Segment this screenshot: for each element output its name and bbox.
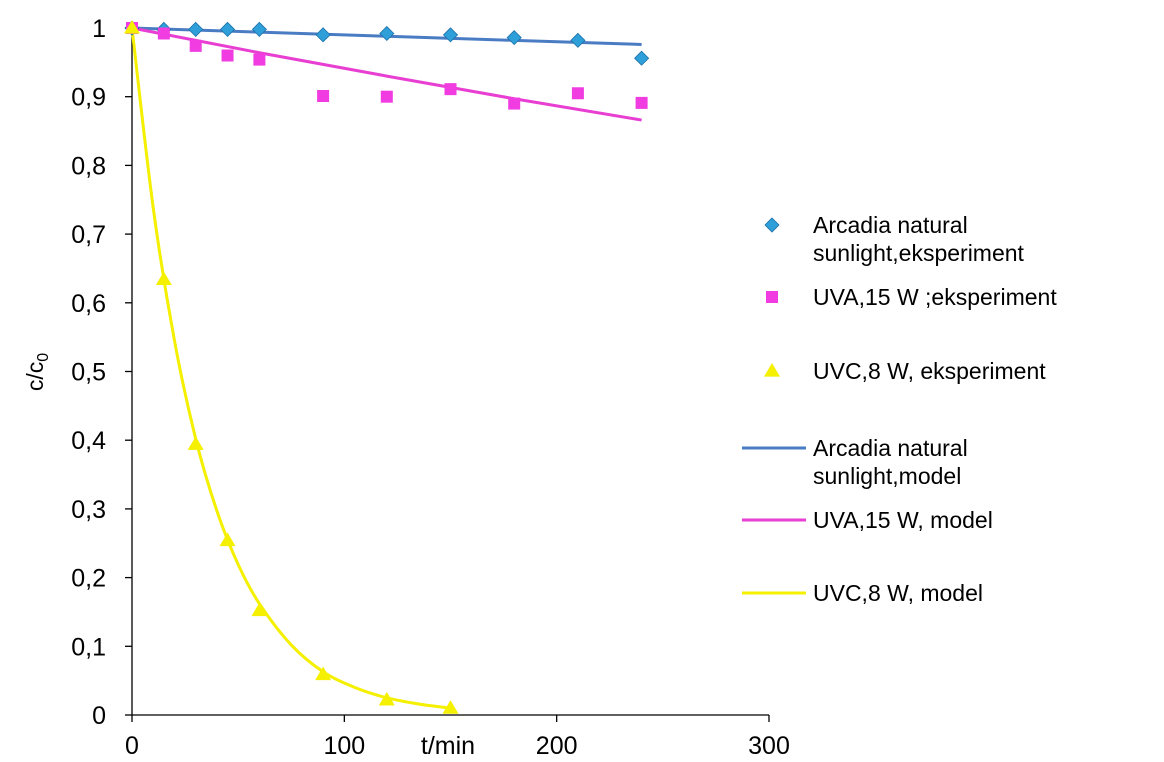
data-point-uva-15-w-eksperiment bbox=[189, 39, 202, 52]
y-tick-label: 0,7 bbox=[71, 221, 106, 249]
legend-label-uvc-8-w-model: UVC,8 W, model bbox=[813, 580, 983, 606]
y-tick-label: 0,9 bbox=[71, 84, 106, 112]
y-tick-label: 1 bbox=[92, 15, 106, 43]
y-tick-label: 0,2 bbox=[71, 565, 106, 593]
data-point-uva-15-w-eksperiment bbox=[157, 27, 170, 40]
data-point-uva-15-w-eksperiment bbox=[571, 87, 584, 100]
legend-marker-uvc-8-w-eksperiment bbox=[764, 363, 780, 377]
data-point-uvc-8-w-eksperiment bbox=[155, 271, 172, 286]
y-axis-title: c/c0 bbox=[22, 353, 52, 391]
data-point-arcadia-natural-sunlight-eksperiment bbox=[442, 27, 459, 43]
x-tick-label: 300 bbox=[748, 732, 790, 760]
data-point-uva-15-w-eksperiment bbox=[253, 53, 266, 66]
series-lines bbox=[130, 26, 642, 710]
data-point-uva-15-w-eksperiment bbox=[317, 90, 330, 103]
series-line-uvc-8-w-model bbox=[130, 27, 451, 710]
y-tick-label: 0,1 bbox=[71, 633, 106, 661]
y-tick-label: 0,4 bbox=[71, 427, 106, 455]
data-point-arcadia-natural-sunlight-eksperiment bbox=[379, 25, 395, 42]
data-point-arcadia-natural-sunlight-eksperiment bbox=[315, 27, 331, 43]
x-tick-label: 200 bbox=[536, 732, 578, 760]
legend-label-arcadia-natural-sunlight-eksperiment: Arcadia natural sunlight,eksperiment bbox=[813, 212, 1025, 266]
y-tick-label: 0 bbox=[92, 702, 106, 730]
series-line-uva-15-w-model bbox=[131, 26, 642, 122]
data-point-uvc-8-w-eksperiment bbox=[378, 691, 395, 706]
x-axis-title: t/min bbox=[421, 732, 475, 760]
data-point-uvc-8-w-eksperiment bbox=[442, 700, 459, 714]
legend-label-uva-15-w-model: UVA,15 W, model bbox=[813, 507, 993, 533]
y-tick-label: 0,5 bbox=[71, 359, 106, 387]
data-point-uvc-8-w-eksperiment bbox=[315, 666, 332, 681]
y-tick-label: 0,3 bbox=[71, 496, 106, 524]
data-point-arcadia-natural-sunlight-eksperiment bbox=[219, 21, 236, 37]
axes: 0 0,1 0,2 0,3 0,4 0,5 0,6 0,7 0,8 0,9 1 0 100 200 300 t… bbox=[22, 15, 790, 760]
legend-label-uvc-8-w-eksperiment: UVC,8 W, eksperiment bbox=[813, 358, 1046, 384]
data-point-uvc-8-w-eksperiment bbox=[124, 20, 140, 34]
legend-label-uva-15-w-eksperiment: UVA,15 W ;eksperiment bbox=[813, 284, 1057, 310]
data-point-uva-15-w-eksperiment bbox=[380, 90, 393, 103]
data-point-arcadia-natural-sunlight-eksperiment bbox=[188, 21, 204, 37]
data-point-uvc-8-w-eksperiment bbox=[187, 436, 204, 450]
legend-label-arcadia-natural-sunlight-model: Arcadia natural sunlight,model bbox=[813, 435, 968, 489]
legend-marker-arcadia-natural-sunlight-eksperiment bbox=[764, 217, 780, 233]
series-points bbox=[124, 20, 650, 714]
data-point-arcadia-natural-sunlight-eksperiment bbox=[506, 30, 522, 46]
data-point-uva-15-w-eksperiment bbox=[444, 83, 457, 96]
data-point-uva-15-w-eksperiment bbox=[508, 97, 521, 110]
data-point-uvc-8-w-eksperiment bbox=[219, 532, 236, 547]
y-tick-label: 0,8 bbox=[71, 152, 106, 180]
data-point-uva-15-w-eksperiment bbox=[221, 49, 234, 62]
x-tick-label: 0 bbox=[125, 732, 139, 760]
data-point-arcadia-natural-sunlight-eksperiment bbox=[634, 50, 650, 66]
data-point-uvc-8-w-eksperiment bbox=[251, 602, 268, 617]
x-tick-label: 100 bbox=[323, 732, 365, 760]
legend: Arcadia natural sunlight,eksperiment UVA,1… bbox=[742, 212, 1057, 606]
data-point-uva-15-w-eksperiment bbox=[635, 96, 648, 109]
y-tick-label: 0,6 bbox=[71, 290, 106, 318]
legend-marker-uva-15-w-eksperiment bbox=[766, 291, 778, 303]
data-point-arcadia-natural-sunlight-eksperiment bbox=[570, 32, 586, 48]
data-point-arcadia-natural-sunlight-eksperiment bbox=[251, 21, 267, 37]
